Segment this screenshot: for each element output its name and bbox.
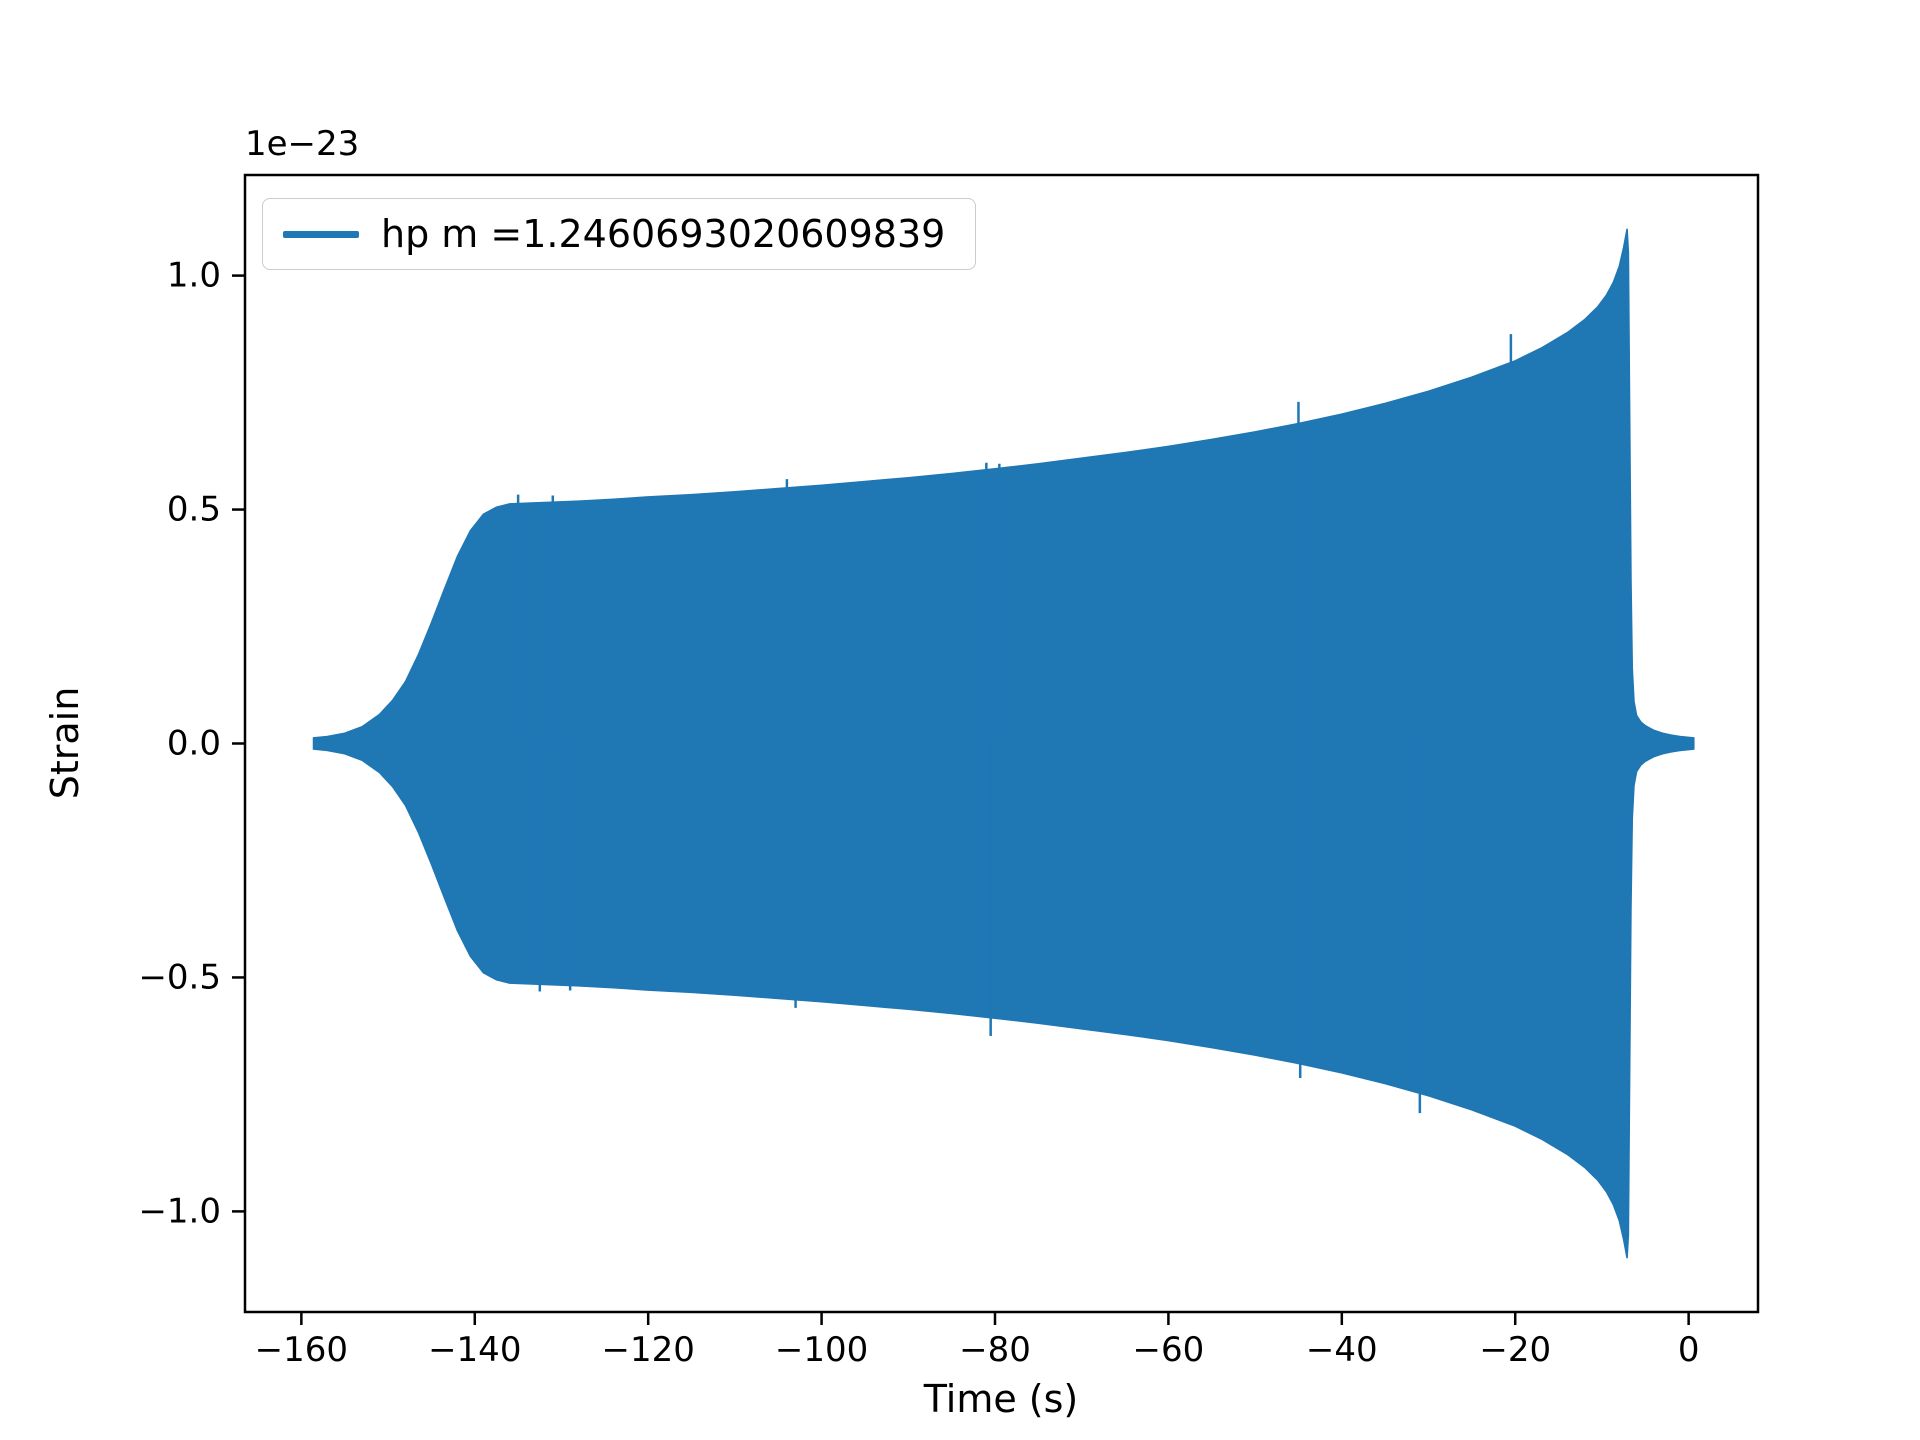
x-tick-label: −40 — [1306, 1330, 1378, 1370]
legend-entry-label: hp m =1.2460693020609839 — [381, 212, 946, 256]
y-tick-label: −0.5 — [138, 957, 221, 997]
x-tick-label: 0 — [1678, 1330, 1700, 1370]
y-axis-offset-label: 1e−23 — [245, 124, 359, 164]
x-tick-label: −160 — [255, 1330, 348, 1370]
x-tick-label: −140 — [428, 1330, 521, 1370]
y-tick-label: 1.0 — [167, 256, 221, 296]
y-axis-ticks: −1.0 −0.5 0.0 0.5 1.0 — [138, 256, 245, 1231]
x-tick-label: −120 — [601, 1330, 694, 1370]
y-axis-label: Strain — [43, 687, 87, 800]
waveform-envelope — [312, 228, 1695, 1259]
x-tick-label: −20 — [1479, 1330, 1551, 1370]
plot-area — [312, 228, 1695, 1259]
y-tick-label: 0.0 — [167, 724, 221, 764]
x-tick-label: −60 — [1133, 1330, 1205, 1370]
y-tick-label: 0.5 — [167, 490, 221, 530]
x-tick-label: −80 — [959, 1330, 1031, 1370]
x-tick-label: −100 — [775, 1330, 868, 1370]
y-tick-label: −1.0 — [138, 1191, 221, 1231]
x-axis-label: Time (s) — [923, 1377, 1079, 1421]
legend: hp m =1.2460693020609839 — [262, 198, 977, 270]
x-axis-ticks: −160 −140 −120 −100 −80 −60 −40 −20 0 — [255, 1312, 1700, 1370]
legend-line-sample — [283, 230, 359, 238]
